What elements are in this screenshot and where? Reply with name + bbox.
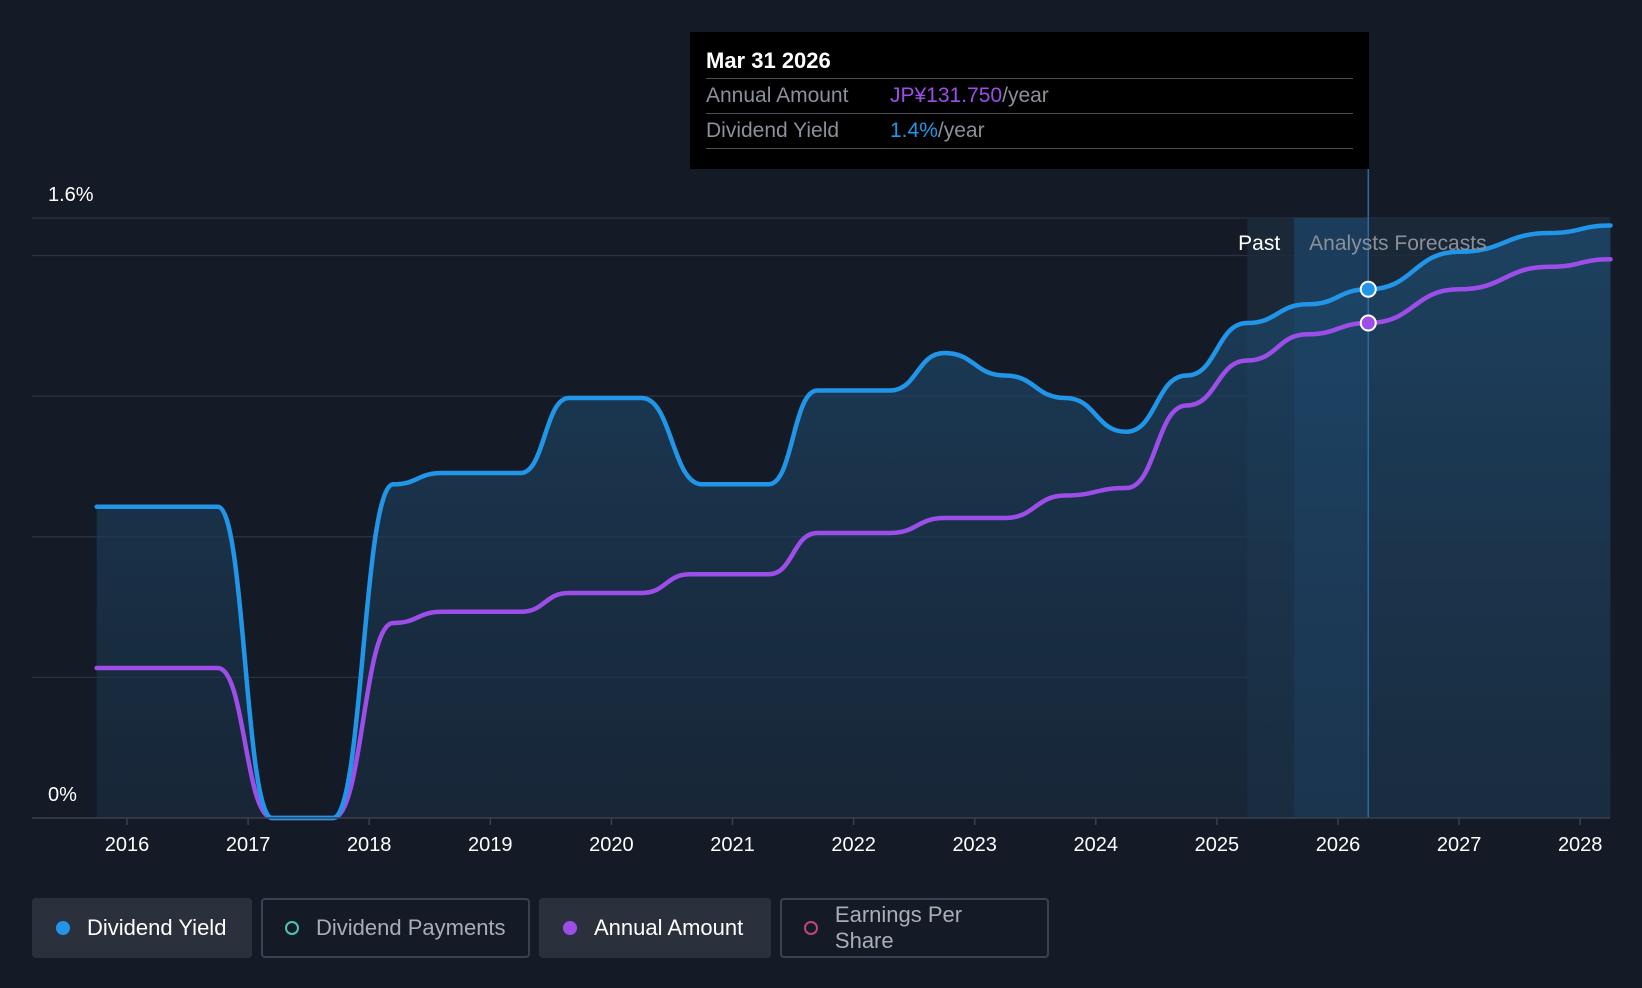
x-tick-label: 2023 [952, 834, 997, 856]
annual-amount-dot-icon [563, 921, 577, 935]
x-tick-label: 2026 [1316, 834, 1361, 856]
tooltip: Mar 31 2026 Annual Amount JP¥131.750 /ye… [690, 32, 1369, 169]
tooltip-annual-amount-label: Annual Amount [706, 84, 849, 107]
x-tick-label: 2028 [1558, 834, 1603, 856]
tooltip-row-annual-amount: Annual Amount JP¥131.750 /year [706, 79, 1353, 114]
x-tick-label: 2016 [105, 834, 150, 856]
dividend-chart: 2016 2017 2018 2019 2020 2021 2022 2023 2024 2025… [32, 169, 1613, 856]
legend-dividend-payments[interactable]: Dividend Payments [261, 898, 530, 958]
x-tick-label: 2019 [468, 834, 513, 856]
forecasts-label: Analysts Forecasts [1309, 232, 1486, 255]
x-tick-label: 2024 [1074, 834, 1119, 856]
legend-dividend-yield-label: Dividend Yield [87, 915, 227, 940]
x-tick-label: 2020 [589, 834, 634, 856]
tooltip-dividend-yield-label: Dividend Yield [706, 119, 840, 142]
y-tick-label-top: 1.6% [48, 184, 94, 206]
legend-earnings-per-share-label: Earnings Per Share [834, 902, 963, 953]
x-tick-label: 2025 [1195, 834, 1240, 856]
series-lines [94, 223, 1613, 821]
past-label: Past [1238, 232, 1280, 255]
x-tick-label: 2021 [710, 834, 755, 856]
legend-annual-amount[interactable]: Annual Amount [539, 898, 771, 958]
annual-amount-line [94, 257, 1613, 821]
tooltip-row-dividend-yield: Dividend Yield 1.4% /year [706, 114, 1353, 149]
tooltip-annual-amount-unit: /year [1002, 84, 1049, 107]
legend-annual-amount-label: Annual Amount [594, 915, 744, 940]
x-axis-ticks: 2016 2017 2018 2019 2020 2021 2022 2023 2024 2025… [105, 818, 1603, 856]
x-tick-label: 2017 [226, 834, 271, 856]
dividend-payments-dot-icon [285, 921, 299, 935]
x-tick-label: 2022 [831, 834, 876, 856]
tooltip-annual-amount-value: JP¥131.750 [890, 84, 1003, 107]
legend: Dividend Yield Dividend Payments Annual … [32, 898, 1049, 958]
highlight-markers [1359, 280, 1377, 332]
dividend-yield-line [94, 223, 1613, 821]
tooltip-date: Mar 31 2026 [706, 46, 1353, 79]
legend-earnings-per-share[interactable]: Earnings Per Share [780, 898, 1049, 958]
x-tick-label: 2027 [1437, 834, 1482, 856]
earnings-per-share-dot-icon [804, 921, 818, 935]
tooltip-dividend-yield-value: 1.4% [890, 119, 938, 142]
y-tick-label-bottom: 0% [48, 784, 77, 806]
legend-dividend-yield[interactable]: Dividend Yield [32, 898, 252, 958]
dividend-yield-dot-icon [56, 921, 70, 935]
legend-dividend-payments-label: Dividend Payments [316, 915, 506, 940]
annual-amount-marker [1359, 314, 1377, 332]
x-tick-label: 2018 [347, 834, 392, 856]
dividend-yield-area [96, 225, 1611, 818]
dividend-yield-marker [1359, 280, 1377, 298]
tooltip-dividend-yield-unit: /year [937, 119, 985, 142]
